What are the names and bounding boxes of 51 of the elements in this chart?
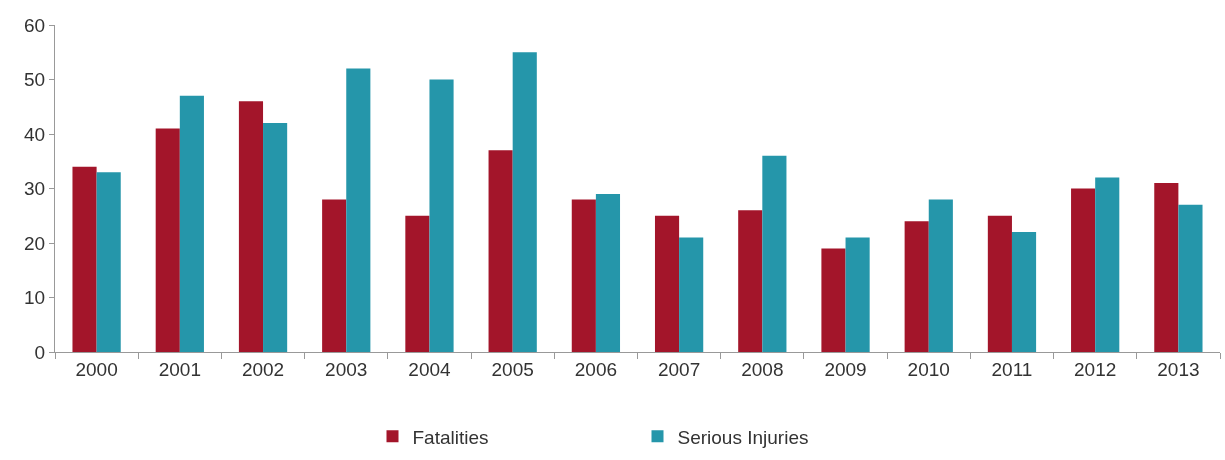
x-tick-label: 2003 — [325, 358, 368, 380]
y-tick-label: 50 — [24, 69, 46, 91]
bar — [512, 52, 537, 352]
y-tick-label: 40 — [24, 123, 46, 145]
bar — [1178, 204, 1203, 352]
y-tick-label: 0 — [34, 341, 46, 363]
bar — [762, 155, 787, 352]
x-tick-label: 2004 — [408, 358, 452, 380]
legend-label: Serious Injuries — [677, 426, 809, 448]
x-tick-label: 2011 — [991, 358, 1033, 380]
x-tick-label: 2000 — [75, 358, 118, 380]
bar — [654, 215, 680, 352]
y-tick-label: 30 — [24, 178, 46, 200]
bar — [821, 248, 846, 352]
x-tick-label: 2006 — [574, 358, 618, 380]
bar — [405, 215, 430, 352]
bar — [72, 166, 97, 352]
bar — [928, 199, 953, 352]
bar — [429, 79, 454, 352]
bar — [1071, 188, 1096, 352]
bar — [904, 221, 929, 352]
bar — [488, 150, 513, 352]
bar — [96, 172, 121, 352]
y-tick-label: 10 — [24, 287, 46, 309]
x-tick-label: 2005 — [491, 358, 534, 380]
bar — [1095, 177, 1120, 352]
bar — [263, 123, 288, 352]
bar — [1154, 183, 1179, 352]
x-tick-label: 2009 — [824, 358, 867, 380]
x-tick-label: 2008 — [741, 358, 784, 380]
x-tick-label: 2002 — [241, 358, 285, 380]
bar — [238, 101, 264, 352]
x-tick-label: 2012 — [1074, 358, 1117, 380]
bar — [179, 95, 204, 352]
bar — [571, 199, 596, 352]
bar — [1011, 232, 1037, 352]
x-tick-label: 2001 — [158, 358, 201, 380]
bar — [346, 68, 371, 352]
x-tick-label: 2007 — [657, 358, 701, 380]
y-tick-label: 20 — [24, 232, 46, 254]
bar — [679, 237, 704, 352]
y-tick-label: 60 — [24, 14, 46, 36]
bar — [845, 237, 870, 352]
x-tick-label: 2010 — [907, 358, 950, 380]
bar — [987, 215, 1012, 352]
bar — [155, 128, 180, 352]
legend-label: Fatalities — [412, 426, 489, 448]
bar — [595, 193, 621, 352]
x-tick-label: 2013 — [1157, 358, 1200, 380]
bar — [322, 199, 347, 352]
bar — [738, 210, 763, 352]
